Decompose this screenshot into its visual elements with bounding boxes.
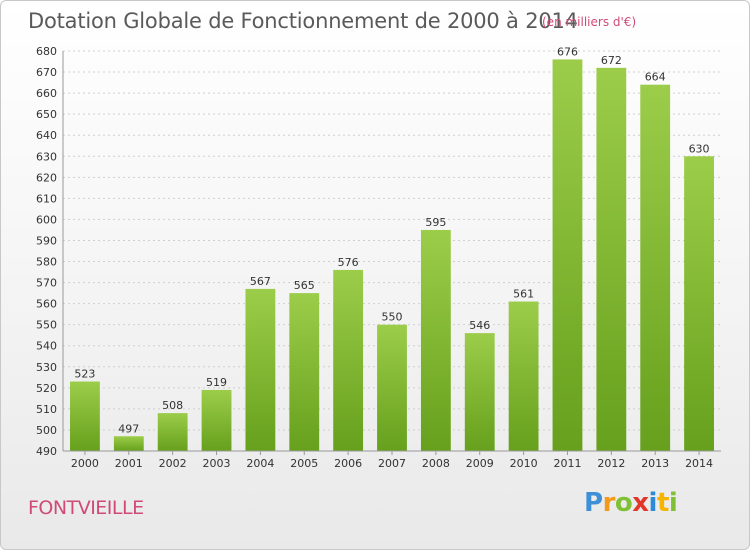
commune-name: FONTVIEILLE	[28, 497, 144, 519]
y-axis: 490 500 510 520 530 540 550 560 570 580 590 600 610 6…	[36, 45, 64, 458]
x-tick-label-2006: 2006	[334, 457, 362, 470]
bar-2011	[552, 59, 583, 451]
bar-2005	[289, 293, 320, 451]
x-tick-label-2005: 2005	[290, 457, 318, 470]
bar-2002	[157, 413, 188, 451]
value-label-2013: 664	[645, 71, 666, 84]
value-label-2001: 497	[118, 422, 139, 435]
value-label-2010: 561	[513, 288, 534, 301]
x-tick-label-2011: 2011	[553, 457, 581, 470]
bar-2006	[333, 269, 364, 451]
bars: 523 497 508 519 567 565 576 550 595 546 561 676 672 6…	[70, 45, 714, 452]
value-label-2006: 576	[338, 256, 359, 269]
proxiti-logo[interactable]: Proxiti	[584, 488, 678, 518]
bar-2004	[245, 288, 276, 451]
value-label-2005: 565	[294, 279, 315, 292]
y-tick-label: 630	[36, 150, 57, 163]
value-label-2012: 672	[601, 54, 622, 67]
y-tick-label: 650	[36, 108, 57, 121]
y-tick-label: 530	[36, 361, 57, 374]
y-tick-label: 540	[36, 340, 57, 353]
value-label-2002: 508	[162, 399, 183, 412]
y-tick-label: 500	[36, 424, 57, 437]
bar-2001	[113, 436, 144, 451]
y-tick-label: 580	[36, 256, 57, 269]
value-label-2014: 630	[689, 142, 710, 155]
value-label-2011: 676	[557, 45, 578, 58]
bar-2013	[640, 84, 671, 452]
value-label-2008: 595	[425, 216, 446, 229]
x-tick-label-2010: 2010	[510, 457, 538, 470]
value-label-2004: 567	[250, 275, 271, 288]
value-label-2000: 523	[74, 368, 95, 381]
bar-2008	[420, 229, 451, 451]
bar-2009	[464, 333, 495, 451]
x-tick-label-2002: 2002	[159, 457, 187, 470]
value-label-2007: 550	[382, 311, 403, 324]
y-tick-label: 610	[36, 192, 57, 205]
x-tick-label-2014: 2014	[685, 457, 713, 470]
x-tick-label-2009: 2009	[466, 457, 494, 470]
y-tick-label: 550	[36, 319, 57, 332]
x-tick-label-2012: 2012	[597, 457, 625, 470]
bar-2003	[201, 389, 232, 451]
y-tick-label: 490	[36, 445, 57, 458]
unit-note: (en milliers d'€)	[542, 15, 637, 29]
bar-2007	[377, 324, 407, 451]
y-tick-label: 590	[36, 234, 57, 247]
x-tick-label-2000: 2000	[71, 457, 99, 470]
value-label-2009: 546	[469, 319, 490, 332]
chart-title: Dotation Globale de Fonctionnement de 20…	[28, 9, 578, 33]
x-tick-label-2003: 2003	[203, 457, 231, 470]
value-label-2003: 519	[206, 376, 227, 389]
y-tick-label: 510	[36, 403, 57, 416]
x-tick-label-2008: 2008	[422, 457, 450, 470]
y-tick-label: 670	[36, 66, 57, 79]
bar-2000	[70, 381, 100, 451]
x-tick-label-2007: 2007	[378, 457, 406, 470]
x-tick-label-2004: 2004	[246, 457, 274, 470]
y-tick-label: 560	[36, 298, 57, 311]
y-tick-label: 520	[36, 382, 57, 395]
y-tick-label: 680	[36, 45, 57, 58]
y-tick-label: 620	[36, 171, 57, 184]
y-tick-label: 570	[36, 277, 57, 290]
y-tick-label: 600	[36, 213, 57, 226]
y-tick-label: 640	[36, 129, 57, 142]
bar-2014	[684, 156, 714, 451]
x-axis: 2000 2001 2002 2003 2004 2005 2006 2007 2008 2009…	[63, 450, 721, 470]
y-tick-label: 660	[36, 87, 57, 100]
x-tick-label-2001: 2001	[115, 457, 143, 470]
x-tick-label-2013: 2013	[641, 457, 669, 470]
bar-2010	[508, 301, 539, 451]
bar-2012	[596, 67, 627, 451]
